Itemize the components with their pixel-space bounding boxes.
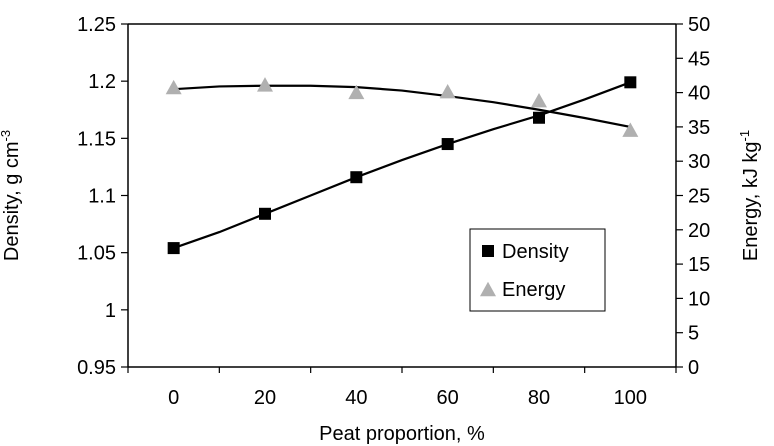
x-tick-label: 60 [437,387,459,409]
y-right-tick-label: 45 [688,48,710,70]
y-right-tick-label: 30 [688,151,710,173]
y-left-tick-label: 1.15 [77,128,116,150]
legend-box [469,228,606,312]
x-tick-label: 40 [345,387,367,409]
ticks: 0 20 40 60 80 100 0.95 1 1.05 1.1 1.15 1.2 1.25 0 5 10 1… [77,14,710,409]
y-right-axis-title-exponent: -1 [737,130,752,142]
density-point [167,242,180,255]
y-right-tick-label: 40 [688,83,710,105]
data-markers [165,76,639,255]
x-axis-title: Peat proportion, % [319,423,485,445]
y-right-tick-label: 35 [688,117,710,139]
energy-point [165,79,182,95]
y-left-tick-label: 0.95 [77,357,116,379]
y-right-tick-label: 50 [688,14,710,36]
density-point [441,138,454,151]
density-point [624,76,637,89]
legend-energy-marker [480,281,496,297]
y-right-tick-label: 0 [688,357,699,379]
legend-items: Density Energy [480,241,569,301]
density-point [533,111,545,124]
legend-label: Density [502,241,569,263]
y-right-tick-label: 5 [688,323,699,345]
y-right-tick-label: 15 [688,254,710,276]
energy-point [348,84,365,100]
legend: Density Energy [469,228,606,312]
y-left-tick-label: 1.2 [88,71,116,93]
density-point [259,207,271,220]
y-left-axis-title: Density, g cm-3 [0,130,23,261]
density-point [350,171,363,184]
y-right-axis-title-text: Energy, kJ kg [740,141,762,261]
trendline-density [173,81,631,250]
x-tick-label: 20 [254,387,276,409]
y-left-axis-title-text: Density, g cm [1,141,23,261]
legend-label: Energy [502,279,565,301]
x-tick-label: 80 [528,387,550,409]
y-right-tick-label: 25 [688,186,710,208]
energy-point [439,84,456,99]
y-right-tick-label: 10 [688,288,710,310]
energy-point [257,77,273,92]
y-right-tick-label: 20 [688,220,710,242]
x-tick-label: 100 [614,387,647,409]
y-left-tick-label: 1.05 [77,243,116,265]
y-left-tick-label: 1.1 [88,186,116,208]
trend-lines [173,81,631,250]
energy-point [531,92,547,108]
x-tick-label: 0 [168,387,179,409]
energy-point [622,122,639,137]
y-left-axis-title-exponent: -3 [0,130,13,142]
y-left-tick-label: 1.25 [77,14,116,36]
y-right-axis-title: Energy, kJ kg-1 [737,130,762,261]
y-left-tick-label: 1 [105,300,116,322]
trendline-energy [173,84,631,128]
legend-density-marker [482,245,494,257]
axes [127,23,677,368]
